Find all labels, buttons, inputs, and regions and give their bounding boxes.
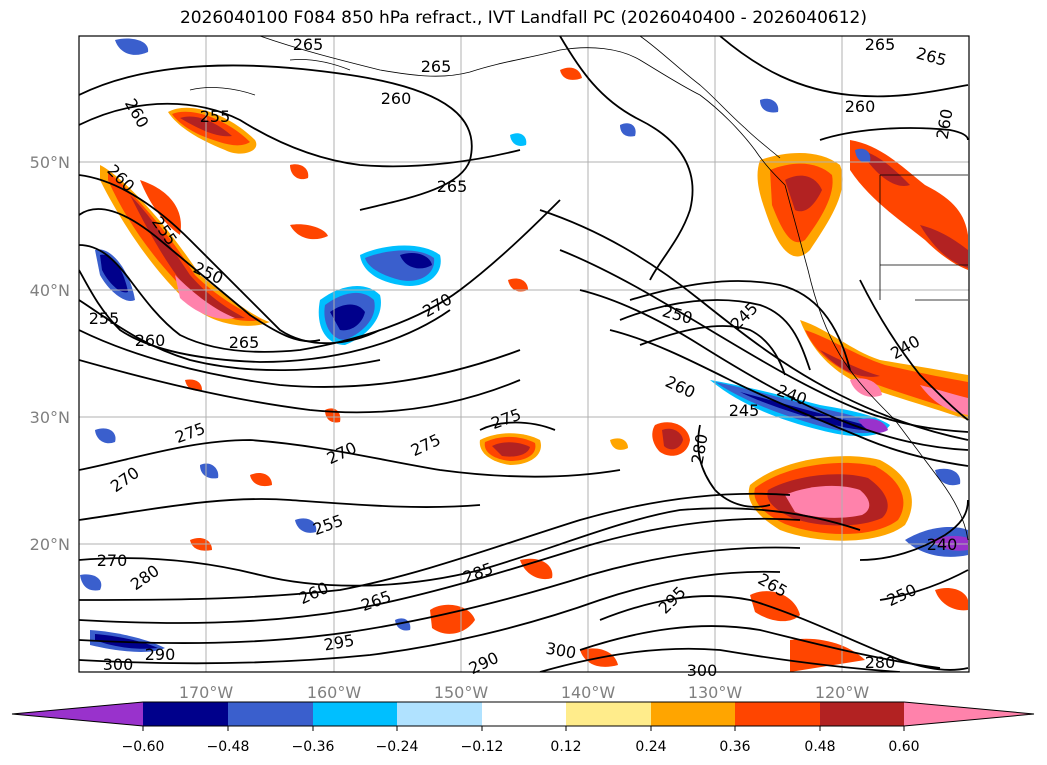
contour-label: 260 (845, 97, 876, 116)
colorbar-extend-high (904, 702, 1034, 726)
contour-label: 300 (687, 661, 718, 680)
refractivity-contours (79, 36, 969, 672)
colorbar-swatch (313, 702, 397, 726)
contour-label: 260 (135, 331, 166, 350)
colorbar-extend-low (12, 702, 143, 726)
colorbar-tick-label: −0.12 (461, 739, 504, 755)
colorbar-swatch (651, 702, 735, 726)
colorbar-swatch (143, 702, 228, 726)
map-title: 2026040100 F084 850 hPa refract., IVT La… (179, 8, 867, 28)
lon-label: 150°W (434, 683, 489, 702)
contour-label: 265 (229, 333, 260, 352)
contour-label: 270 (97, 551, 128, 570)
contour-label: 290 (145, 645, 176, 664)
lat-label: 30°N (30, 408, 70, 427)
contour-label: 260 (381, 89, 412, 108)
contour-labels: 265 265 265 265 260 260 255 260 260 265 … (89, 35, 958, 680)
colorbar-tick-label: 0.24 (635, 739, 666, 755)
lat-label: 40°N (30, 281, 70, 300)
contour-label: 265 (293, 35, 324, 54)
contour-label: 300 (103, 655, 134, 674)
lat-label: 50°N (30, 153, 70, 172)
colorbar-tick-label: −0.24 (376, 739, 419, 755)
colorbar-tick-label: 0.60 (888, 739, 919, 755)
colorbar-tick-label: 0.36 (719, 739, 750, 755)
graticule (79, 36, 969, 672)
colorbar-tick-label: −0.60 (122, 739, 165, 755)
lon-axis-labels: 170°W 160°W 150°W 140°W 130°W 120°W (179, 683, 870, 702)
lon-label: 120°W (815, 683, 870, 702)
colorbar-swatch (820, 702, 904, 726)
colorbar: −0.60 −0.48 −0.36 −0.24 −0.12 0.12 0.24 … (11, 701, 1035, 755)
contour-label: 255 (200, 107, 231, 126)
colorbar-tick-label: 0.48 (804, 739, 835, 755)
colorbar-swatch (228, 702, 313, 726)
colorbar-swatch (566, 702, 651, 726)
contour-label: 255 (89, 309, 120, 328)
contour-label: 240 (927, 535, 958, 554)
colorbar-tick-label: −0.48 (207, 739, 250, 755)
colorbar-swatch (482, 702, 566, 726)
lon-label: 130°W (688, 683, 743, 702)
contour-label: 265 (421, 57, 452, 76)
contour-label: 265 (437, 177, 468, 196)
contour-label: 245 (729, 401, 760, 420)
lat-label: 20°N (30, 535, 70, 554)
coastlines (189, 36, 969, 541)
colorbar-tick-label: −0.36 (292, 739, 335, 755)
contour-label: 280 (865, 653, 896, 672)
lat-axis-labels: 50°N 40°N 30°N 20°N (30, 153, 70, 554)
plot-border (78, 35, 970, 673)
colorbar-tick-label: 0.12 (550, 739, 581, 755)
colorbar-swatch (397, 702, 482, 726)
lon-label: 160°W (307, 683, 362, 702)
lon-label: 170°W (179, 683, 234, 702)
contour-label: 265 (865, 35, 896, 54)
colorbar-swatch (735, 702, 820, 726)
lon-label: 140°W (561, 683, 616, 702)
